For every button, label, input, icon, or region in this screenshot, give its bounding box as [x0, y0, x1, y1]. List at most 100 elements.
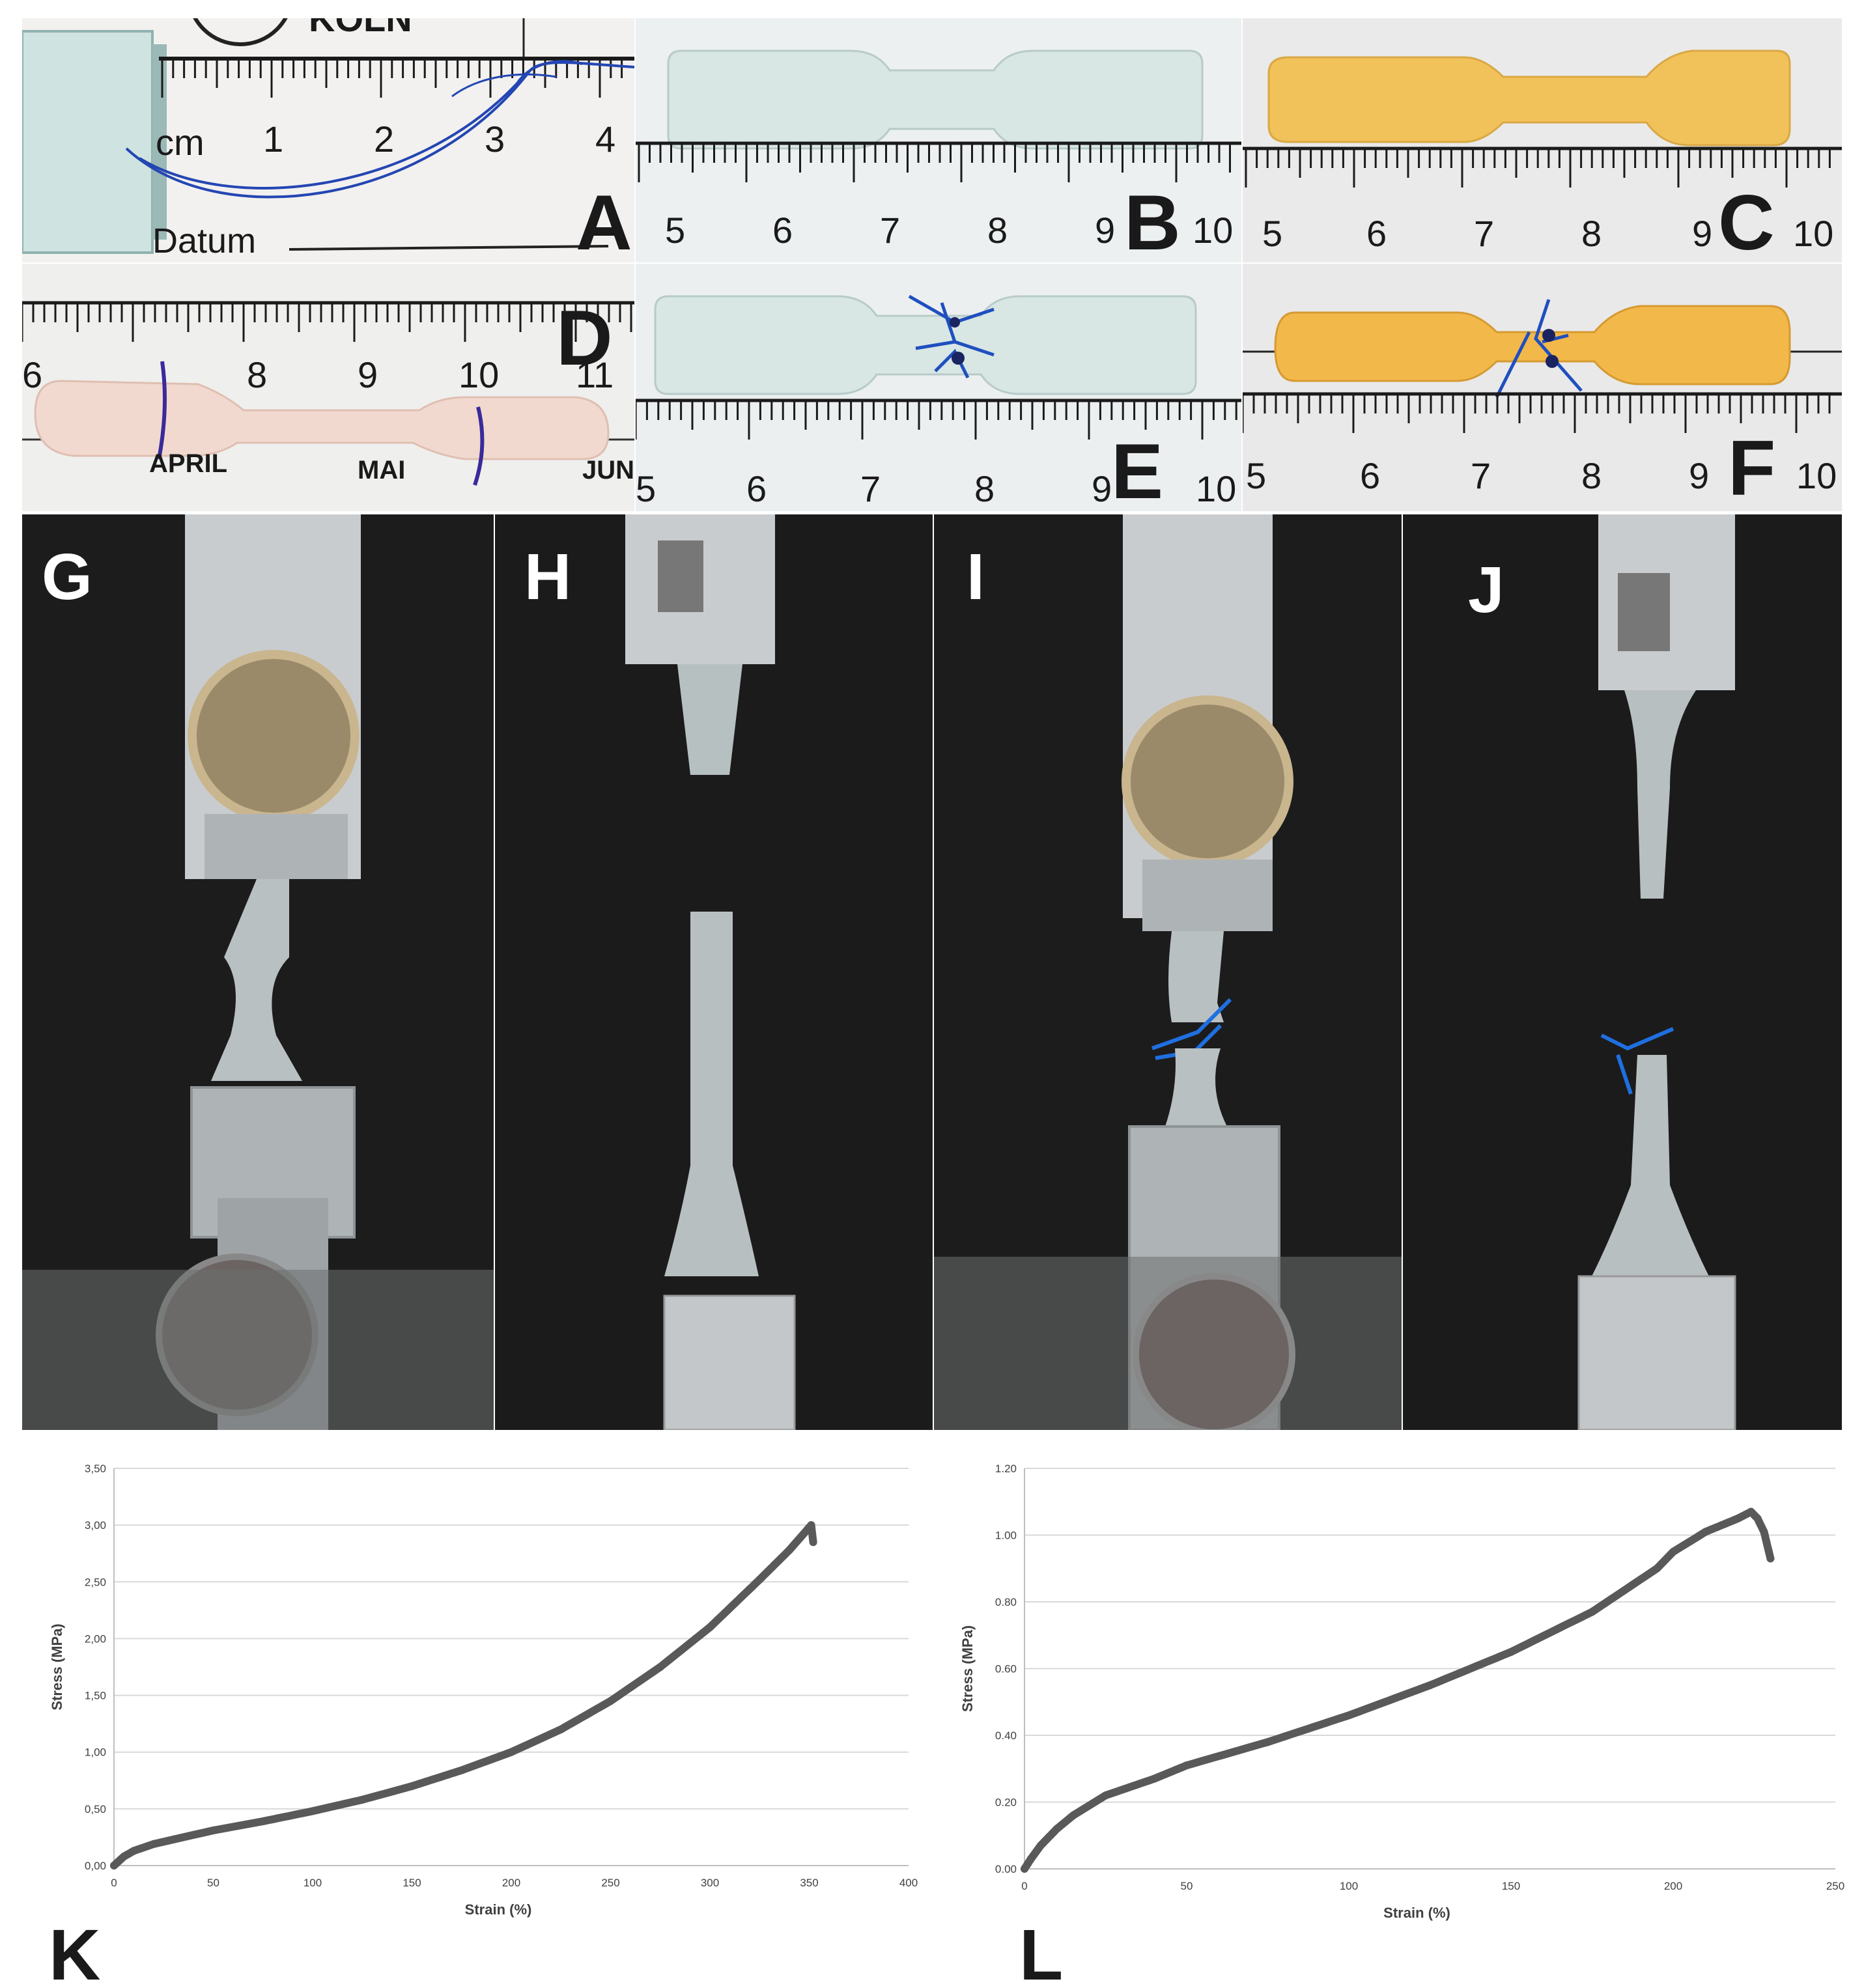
data-point: [557, 1725, 565, 1733]
y-tick-label: 0.60: [995, 1663, 1017, 1675]
x-tick-label: 400: [899, 1877, 918, 1889]
ruler-num: 8: [247, 354, 267, 395]
panel-label-l: L: [1019, 1915, 1063, 1988]
data-point: [809, 1538, 817, 1547]
ruler-unit: cm: [156, 122, 205, 163]
y-tick-label: 1.20: [995, 1463, 1017, 1475]
chart-l: 0.00 0.20 0.40 0.60 0.80 1.00 1.20 0 50 100 150 200…: [959, 1463, 1844, 1988]
x-axis-title: Strain (%): [1383, 1905, 1450, 1921]
panel-label-k: K: [49, 1915, 100, 1988]
panel-label-f: F: [1728, 425, 1775, 511]
ruler-num: 6: [22, 354, 42, 395]
data-point: [1101, 1791, 1110, 1800]
ruler-num: 6: [772, 210, 793, 251]
data-point: [1766, 1554, 1775, 1563]
paper-header: KÖLN: [309, 18, 412, 39]
ruler-num: 9: [1692, 213, 1712, 254]
ruler-num: 2: [374, 119, 394, 160]
panel-label-h: H: [524, 540, 571, 613]
ruler-num: 10: [459, 354, 499, 395]
ruler-num: 8: [987, 210, 1008, 251]
x-tick-label: 0: [1021, 1880, 1027, 1892]
panel-j-photo: J: [1468, 514, 1736, 1430]
y-tick-label: 3,50: [85, 1463, 106, 1475]
calendar-month: MAI: [358, 456, 405, 484]
y-tick-label: 2,50: [85, 1576, 106, 1588]
ruler-num: 7: [1474, 213, 1494, 254]
data-point: [150, 1840, 158, 1848]
panel-label-a: A: [576, 179, 632, 262]
data-point: [656, 1663, 664, 1671]
x-tick-label: 200: [502, 1877, 520, 1889]
panel-c-photo: 5 6 7 8 9 10 C: [1243, 18, 1842, 262]
panel-i-photo: I: [934, 514, 1402, 1430]
panel-d-photo: 6 8 9 10 11 APRIL MAI JUNI D: [22, 264, 634, 511]
y-tick-label: 0.80: [995, 1596, 1017, 1608]
ruler-num: 9: [358, 354, 378, 395]
ruler-num: 5: [1246, 455, 1266, 496]
data-point: [358, 1795, 367, 1804]
panel-e: 5 6 7 8 9 10 E: [636, 264, 1241, 511]
panel-j: J: [1403, 514, 1842, 1430]
paper-text: Datum: [152, 221, 256, 260]
ruler-num: 7: [860, 468, 881, 509]
panel-a: KÖLN cm 1 2 3 4 Datum A: [22, 18, 634, 262]
x-tick-label: 350: [800, 1877, 818, 1889]
ruler-num: 6: [746, 468, 767, 509]
y-axis-title: Stress (MPa): [49, 1623, 65, 1710]
ruler-num: 5: [636, 468, 656, 509]
data-point: [1653, 1564, 1661, 1573]
x-tick-label: 250: [601, 1877, 619, 1889]
panel-label-i: I: [967, 540, 985, 613]
data-point: [706, 1623, 714, 1631]
data-point: [1052, 1825, 1061, 1833]
panel-b: 5 6 7 8 9 10 B: [636, 18, 1241, 262]
data-point: [807, 1521, 815, 1530]
panel-label-j: J: [1468, 553, 1504, 626]
x-tick-label: 0: [111, 1877, 117, 1889]
panel-label-g: G: [42, 540, 92, 613]
data-point: [1426, 1681, 1434, 1690]
ruler-num: 9: [1092, 468, 1112, 509]
panel-i: I: [934, 514, 1402, 1430]
ruler-num: 1: [263, 119, 283, 160]
panel-g: G: [22, 514, 494, 1430]
panel-h: H: [495, 514, 933, 1430]
panel-f: 5 6 7 8 9 10 F: [1243, 264, 1842, 511]
ruler-num: 8: [974, 468, 995, 509]
x-axis-title: Strain (%): [465, 1901, 532, 1918]
panel-a-photo: KÖLN cm 1 2 3 4 Datum A: [22, 18, 634, 262]
data-point: [1669, 1548, 1677, 1556]
ruler-num: 10: [1196, 468, 1236, 509]
panel-label-e: E: [1111, 428, 1163, 511]
y-tick-label: 3,00: [85, 1519, 106, 1532]
y-tick-label: 0.20: [995, 1797, 1017, 1809]
y-tick-label: 0,50: [85, 1803, 106, 1815]
y-axis-title: Stress (MPa): [959, 1625, 976, 1712]
data-point: [1507, 1647, 1515, 1656]
data-point: [110, 1862, 118, 1869]
data-point: [1734, 1514, 1742, 1522]
data-point: [309, 1807, 317, 1815]
data-point: [1747, 1507, 1755, 1516]
data-point: [1069, 1812, 1077, 1819]
data-point: [209, 1826, 218, 1834]
ruler-num: 5: [1262, 213, 1282, 254]
data-point: [606, 1697, 615, 1705]
data-point: [1753, 1514, 1762, 1522]
ruler-num: 6: [1366, 213, 1387, 254]
data-point: [1036, 1841, 1045, 1850]
x-tick-label: 50: [1181, 1880, 1193, 1892]
ruler-num: 8: [1581, 213, 1602, 254]
data-point: [1345, 1711, 1353, 1720]
data-point: [755, 1575, 764, 1584]
data-point: [507, 1748, 515, 1756]
calendar-month: APRIL: [149, 449, 227, 478]
y-tick-label: 0,00: [85, 1860, 106, 1872]
data-point: [1760, 1528, 1768, 1536]
data-point: [1021, 1865, 1028, 1873]
data-point: [457, 1766, 466, 1774]
panel-e-photo: 5 6 7 8 9 10 E: [636, 264, 1241, 511]
y-tick-label: 0.00: [995, 1863, 1017, 1875]
data-point: [1264, 1738, 1272, 1746]
